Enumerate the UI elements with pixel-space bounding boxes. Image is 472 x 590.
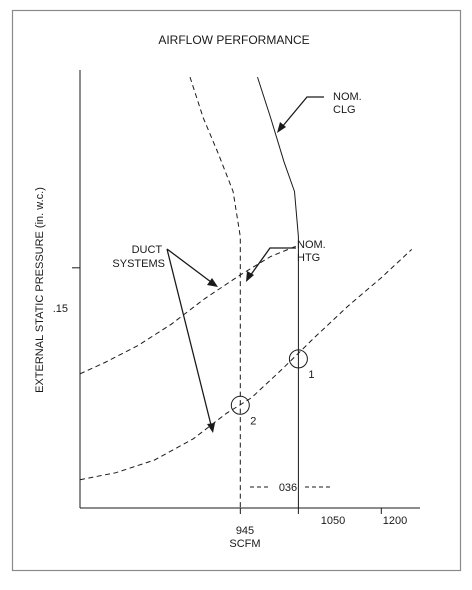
nom-htg-label-line: NOM. <box>297 239 326 251</box>
annotation-arrowheads <box>207 122 286 433</box>
duct-system-curve-3 <box>79 249 413 481</box>
x-tick-label: 945 <box>236 525 254 537</box>
fan-curve-0 <box>257 76 299 508</box>
nom-clg-label-line: CLG <box>333 104 356 116</box>
figure-border <box>11 9 462 572</box>
nom-htg-label-line: HTG <box>297 252 320 264</box>
curve-layer <box>79 76 413 508</box>
y-axis-label: EXTERNAL STATIC PRESSURE (in. w.c.) <box>34 187 46 393</box>
x-axis-label: SCFM <box>229 538 260 550</box>
nom-htg-arrowhead <box>246 271 254 282</box>
fan-curve-1 <box>189 76 241 508</box>
duct-leader-upper <box>166 248 212 283</box>
nom-clg-label: NOM. CLG <box>333 91 365 116</box>
annotation-leaders <box>166 96 324 426</box>
operating-point-label: 2 <box>250 415 256 427</box>
delta-label: 036 <box>279 482 297 494</box>
duct-arrowhead-upper <box>207 278 218 287</box>
duct-systems-label-line: DUCT <box>132 244 163 256</box>
chart-title: AIRFLOW PERFORMANCE <box>158 33 309 47</box>
x-tick-label: 1050 <box>321 515 345 527</box>
operating-point-marker <box>288 349 308 369</box>
duct-systems-label: DUCT SYSTEMS <box>112 244 165 270</box>
y-tick-label: .15 <box>53 303 68 315</box>
nom-htg-label: NOM. HTG <box>297 239 329 264</box>
operating-point-label: 1 <box>308 369 314 381</box>
duct-arrowhead-lower <box>207 423 215 433</box>
tick-layer <box>72 267 382 514</box>
operating-point-layer: 12 <box>230 349 315 427</box>
x-tick-label: 1200 <box>383 515 407 527</box>
duct-systems-label-line: SYSTEMS <box>112 258 165 270</box>
nom-clg-arrowhead <box>277 122 286 133</box>
duct-leader-lower <box>166 248 212 426</box>
nom-htg-leader <box>249 247 296 277</box>
operating-point-marker <box>230 395 250 415</box>
nom-clg-label-line: NOM. <box>333 91 362 103</box>
nom-clg-leader <box>281 96 324 128</box>
